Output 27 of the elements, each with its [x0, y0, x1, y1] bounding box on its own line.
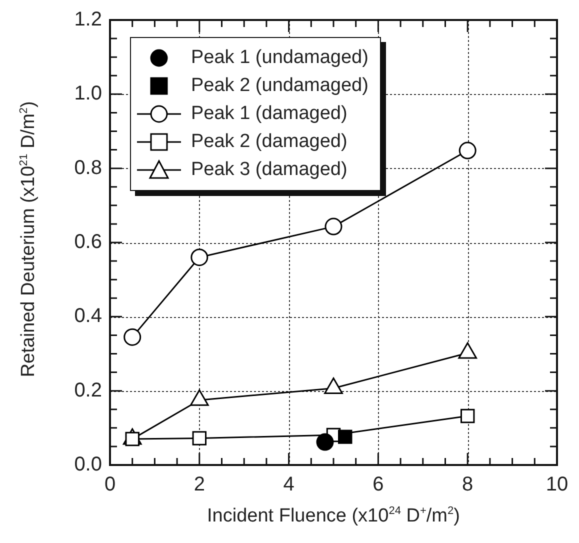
- y-tick-label: 0.4: [74, 305, 102, 328]
- point: [124, 328, 142, 346]
- point: [458, 142, 476, 160]
- legend-label: Peak 1 (undamaged): [191, 47, 368, 69]
- y-tick-label: 0.8: [74, 156, 102, 179]
- y-tick-label: 0.0: [74, 454, 102, 476]
- y-tick-label: 0.6: [74, 231, 102, 254]
- x-tick-label: 2: [194, 474, 205, 496]
- legend-label: Peak 2 (undamaged): [191, 75, 368, 97]
- x-tick-label: 10: [546, 474, 568, 496]
- x-tick-label: 8: [462, 474, 474, 496]
- point: [460, 408, 475, 424]
- point: [338, 430, 352, 444]
- x-tick-label: 6: [372, 474, 384, 496]
- x-axis-title: Incident Fluence (x10$^{24}$ D$^{+}$/m$^{2}$): [206, 505, 461, 528]
- point: [324, 218, 342, 236]
- y-tick-label: 1.2: [74, 8, 102, 31]
- point: [190, 248, 208, 266]
- point: [316, 433, 334, 451]
- legend-label: Peak 1 (damaged): [191, 103, 348, 125]
- x-tick-label: 4: [283, 474, 294, 496]
- x-tick-label: 0: [104, 474, 116, 496]
- legend-label: Peak 3 (damaged): [191, 159, 348, 181]
- legend-label: Peak 2 (damaged): [191, 131, 348, 153]
- y-tick-label: 0.2: [74, 379, 102, 402]
- point: [192, 431, 207, 446]
- y-tick-label: 1.0: [74, 82, 102, 105]
